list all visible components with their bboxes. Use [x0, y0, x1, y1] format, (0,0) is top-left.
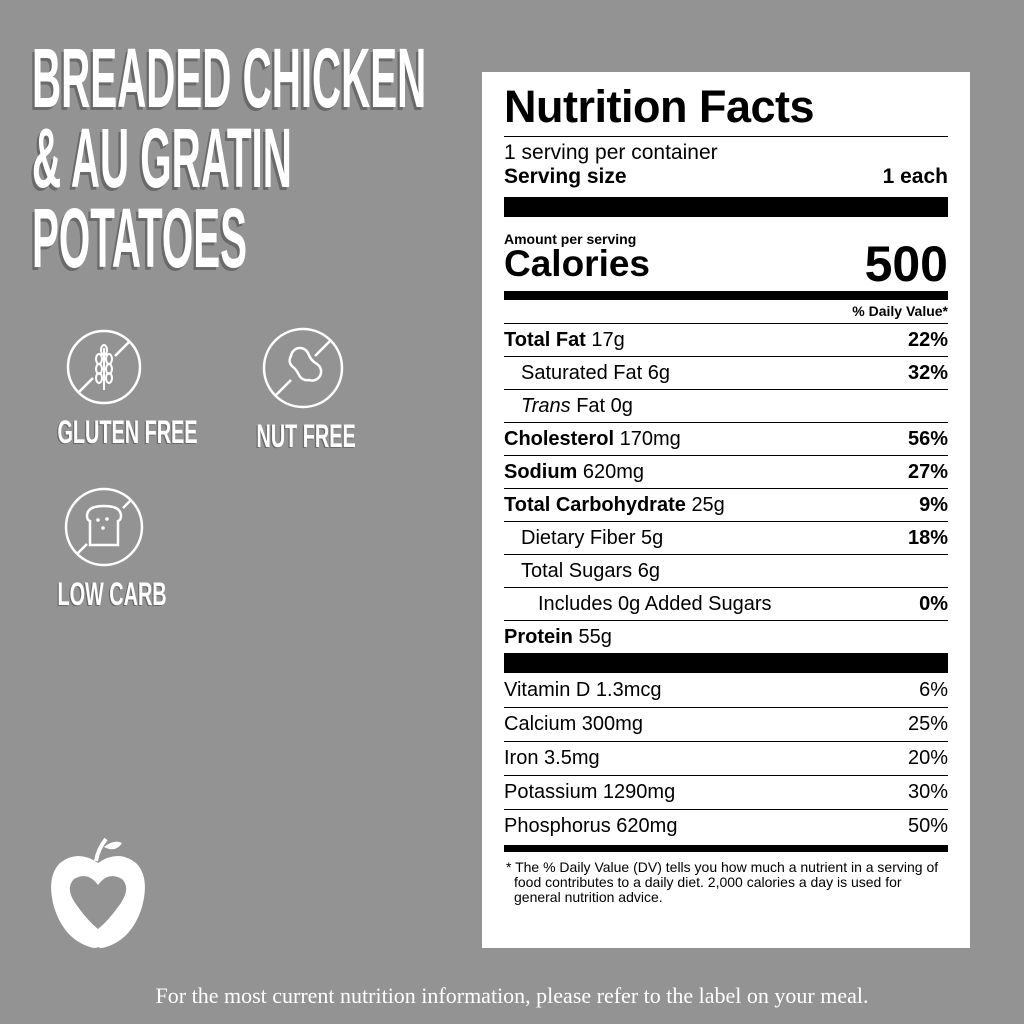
nutrient-label: Dietary Fiber [521, 526, 636, 549]
nutrient-row: Total Carbohydrate 25g 9% [504, 488, 948, 521]
vitamin-name: Phosphorus 620mg [504, 815, 678, 837]
badge-label: NUT FREE [256, 418, 356, 454]
footnote: * The % Daily Value (DV) tells you how m… [506, 859, 939, 905]
title-line: POTATOES [32, 191, 248, 285]
nutrient-name: Total Fat 17g [504, 329, 625, 352]
nutrient-label: Cholesterol [504, 427, 615, 450]
vitamin-name: Potassium 1290mg [504, 781, 676, 803]
vitamin-name: Iron 3.5mg [504, 747, 600, 769]
vitamin-dv: 50% [907, 815, 948, 837]
apple-heart-logo [51, 837, 145, 948]
nutrient-row: Cholesterol 170mg 56% [504, 422, 948, 455]
nutrient-amount: 6g [647, 361, 670, 384]
nutrient-name: Sodium 620mg [504, 461, 644, 484]
nutrient-label: Saturated Fat [521, 361, 643, 384]
nutrient-amount: Fat 0g [576, 394, 633, 417]
serving-size-label: Serving size [504, 165, 627, 188]
vitamin-row: Vitamin D 1.3mcg 6% [504, 673, 948, 707]
nutrient-row: Total Fat 17g 22% [504, 323, 948, 356]
nutrient-label: Protein [504, 625, 573, 648]
nutrient-list: Total Fat 17g 22% Saturated Fat 6g 32% Trans… [504, 323, 948, 653]
vitamin-row: Phosphorus 620mg 50% [504, 809, 948, 843]
label-heading: Nutrition Facts [504, 81, 815, 132]
badge-label: GLUTEN FREE [57, 414, 198, 450]
nutrient-name: Dietary Fiber 5g [504, 527, 663, 550]
nutrient-row: Sodium 620mg 27% [504, 455, 948, 488]
title-line: BREADED CHICKEN [32, 31, 427, 125]
daily-value-header: % Daily Value* [852, 303, 948, 319]
nutrient-label: Includes 0g Added Sugars [538, 592, 772, 615]
nutrient-label: Sodium [504, 460, 578, 483]
nutrient-name: Protein 55g [504, 626, 612, 649]
vitamin-dv: 20% [907, 747, 948, 769]
vitamin-row: Iron 3.5mg 20% [504, 741, 948, 775]
calories-value: 500 [864, 236, 948, 292]
vitamin-name: Vitamin D 1.3mcg [504, 678, 662, 701]
calories-label: Calories [504, 243, 651, 284]
amount-per-serving: Amount per serving [504, 231, 637, 247]
servings-per-container: 1 serving per container [504, 141, 718, 164]
nutrient-name: Includes 0g Added Sugars [504, 593, 772, 616]
badge-label: LOW CARB [57, 576, 167, 612]
nutrient-amount: 25g [691, 493, 725, 516]
nutrient-name: Saturated Fat 6g [504, 362, 670, 385]
badge-low-carb: LOW CARB [29, 486, 179, 613]
nutrient-amount: 6g [637, 559, 660, 582]
vitamin-row: Calcium 300mg 25% [504, 707, 948, 741]
nutrient-row: Dietary Fiber 5g 18% [504, 521, 948, 554]
vitamin-dv: 30% [907, 781, 948, 803]
badge-gluten-free: GLUTEN FREE [29, 328, 198, 451]
nutrient-row: Includes 0g Added Sugars 0% [504, 587, 948, 620]
nutrient-dv: 9% [919, 493, 948, 516]
nutrient-dv: 22% [907, 328, 948, 351]
nutrition-facts-label: Nutrition Facts 1 serving per container … [482, 72, 970, 948]
nutrient-row: Protein 55g [504, 620, 948, 653]
title-line: & AU GRATIN [32, 111, 292, 205]
nutrient-label: Total Fat [504, 328, 586, 351]
nutrient-row: Total Sugars 6g [504, 554, 948, 587]
no-bread-icon [64, 487, 144, 567]
vitamin-row: Potassium 1290mg 30% [504, 775, 948, 809]
nutrient-label: Total Carbohydrate [504, 493, 686, 516]
nutrient-label: Total Sugars [521, 559, 633, 582]
vitamin-dv: 6% [919, 678, 948, 701]
nutrient-dv: 0% [919, 592, 948, 615]
nutrient-dv: 27% [907, 460, 948, 483]
no-peanut-icon [262, 327, 344, 409]
nutrient-amount: 55g [578, 625, 612, 648]
calories-row: Calories 500 [504, 236, 948, 292]
nutrient-name: Cholesterol 170mg [504, 428, 681, 451]
disclaimer: For the most current nutrition informati… [155, 983, 869, 1008]
nutrient-row: Trans Fat 0g [504, 389, 948, 422]
badge-nut-free: NUT FREE [228, 326, 378, 455]
vitamin-name: Calcium 300mg [504, 713, 643, 735]
nutrient-name: Total Carbohydrate 25g [504, 494, 725, 517]
nutrient-name: Total Sugars 6g [504, 560, 660, 583]
nutrient-amount: 5g [641, 526, 664, 549]
nutrient-amount: 170mg [619, 427, 681, 450]
nutrient-label: Trans [521, 394, 571, 417]
vitamin-dv: 25% [907, 713, 948, 735]
vitamin-list: Vitamin D 1.3mcg 6% Calcium 300mg 25% Iron 3… [504, 673, 948, 843]
nutrient-row: Saturated Fat 6g 32% [504, 356, 948, 389]
nutrient-amount: 620mg [582, 460, 645, 483]
product-title: BREADED CHICKEN & AU GRATIN POTATOES [32, 31, 427, 285]
serving-size-row: Serving size 1 each [504, 165, 948, 189]
nutrient-dv: 18% [907, 526, 948, 549]
nutrient-dv: 32% [907, 361, 948, 384]
no-wheat-icon [66, 329, 142, 405]
nutrient-name: Trans Fat 0g [504, 395, 633, 418]
serving-size-value: 1 each [882, 165, 948, 188]
nutrient-dv: 56% [907, 427, 948, 450]
nutrient-amount: 17g [591, 328, 625, 351]
